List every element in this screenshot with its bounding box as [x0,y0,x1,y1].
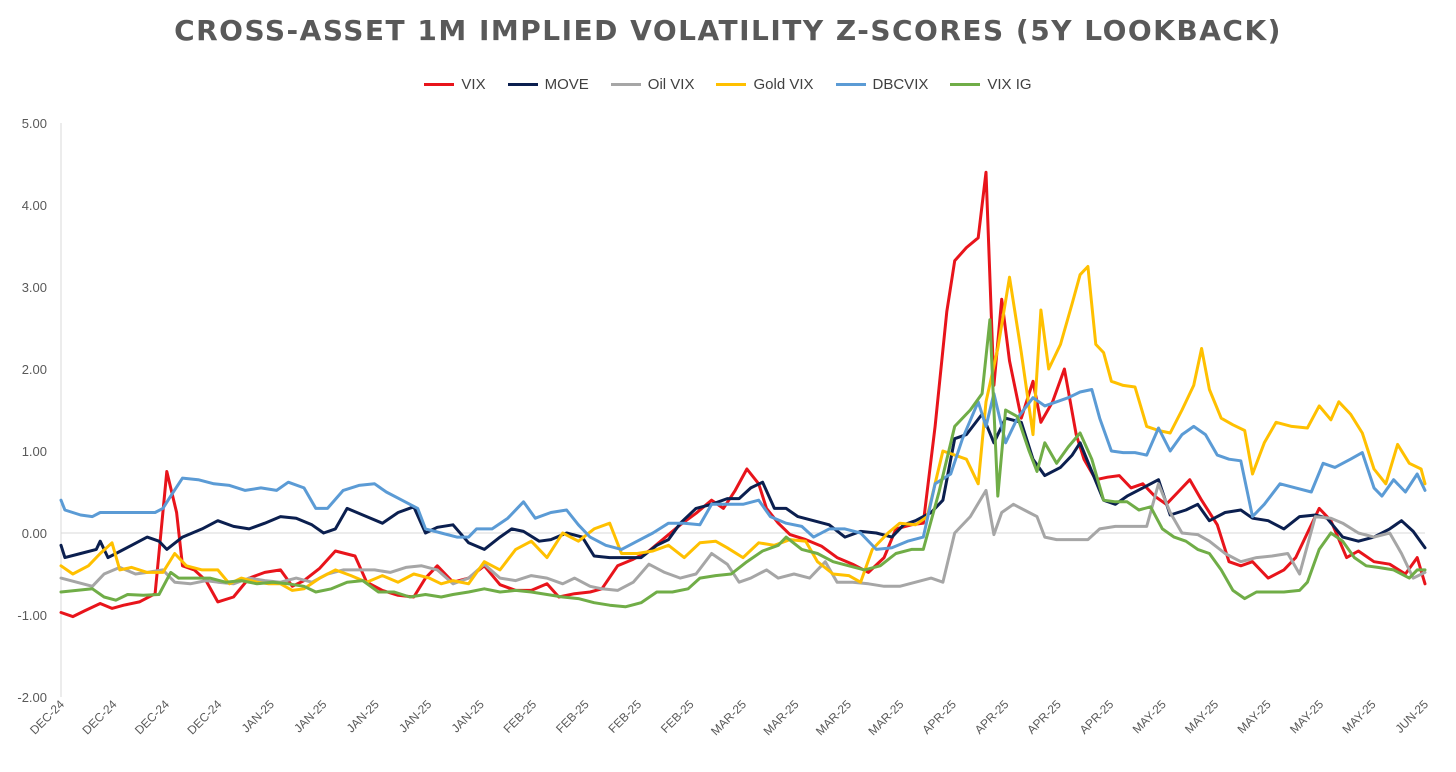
series-line-vix [59,170,1427,619]
x-tick-label: JAN-25 [449,697,487,735]
legend-item-vix: VIX [424,76,486,93]
series-line-dbcvix [59,388,1427,551]
legend-swatch-oil-vix [610,83,641,86]
legend-swatch-vix-ig [950,83,981,86]
legend-swatch-dbcvix [835,83,866,86]
legend-item-gold-vix: Gold VIX [716,76,814,93]
x-tick-label: MAY-25 [1287,697,1326,736]
series-line-vix-ig [59,318,1427,609]
legend-item-dbcvix: DBCVIX [835,76,929,93]
legend-label-oil-vix: Oil VIX [647,76,695,93]
legend-label-vix: VIX [461,76,486,93]
x-tick-label: APR-25 [1024,697,1064,737]
legend-item-vix-ig: VIX IG [950,76,1032,93]
x-tick-label: FEB-25 [606,697,645,736]
series-line-oil-vix [59,482,1427,592]
x-tick-label: MAY-25 [1235,697,1274,736]
y-tick-label: 1.00 [22,444,47,459]
legend-item-move: MOVE [507,76,589,93]
x-tick-label: DEC-24 [132,697,172,737]
x-tick-label: APR-25 [1077,697,1117,737]
legend-label-vix-ig: VIX IG [987,76,1032,93]
y-tick-label: 4.00 [22,198,47,213]
legend-label-gold-vix: Gold VIX [753,76,814,93]
legend-label-dbcvix: DBCVIX [872,76,929,93]
x-tick-label: JAN-25 [291,697,329,735]
y-tick-label: 0.00 [22,526,47,541]
y-tick-label: 2.00 [22,362,47,377]
x-tick-label: MAY-25 [1182,697,1221,736]
x-tick-label: DEC-24 [184,697,224,737]
x-tick-label: DEC-24 [79,697,119,737]
y-tick-label: 3.00 [22,280,47,295]
legend-swatch-move [507,83,538,86]
x-tick-label: FEB-25 [658,697,697,736]
x-tick-label: MAY-25 [1130,697,1169,736]
x-tick-label: MAY-25 [1340,697,1379,736]
chart-title: CROSS-ASSET 1M IMPLIED VOLATILITY Z-SCOR… [174,14,1282,47]
series-line-gold-vix [59,265,1427,592]
x-tick-label: APR-25 [972,697,1012,737]
x-tick-label: JUN-25 [1392,697,1431,736]
y-tick-label: -2.00 [17,690,47,705]
x-tick-label: JAN-25 [239,697,277,735]
x-tick-label: MAR-25 [865,697,906,738]
x-tick-label: MAR-25 [813,697,854,738]
x-tick-label: MAR-25 [761,697,802,738]
x-tick-label: FEB-25 [553,697,592,736]
legend-swatch-vix [424,83,455,86]
x-tick-label: FEB-25 [501,697,540,736]
chart-legend: VIX MOVE Oil VIX Gold VIX DBCVIX VIX IG [0,76,1456,93]
y-tick-label: 5.00 [22,116,47,131]
x-tick-label: JAN-25 [344,697,382,735]
x-tick-label: MAR-25 [708,697,749,738]
x-tick-label: JAN-25 [396,697,434,735]
series-line-move [59,412,1427,560]
y-tick-label: -1.00 [17,608,47,623]
x-tick-label: APR-25 [919,697,959,737]
legend-label-move: MOVE [544,76,589,93]
legend-item-oil-vix: Oil VIX [610,76,695,93]
legend-swatch-gold-vix [716,83,747,86]
